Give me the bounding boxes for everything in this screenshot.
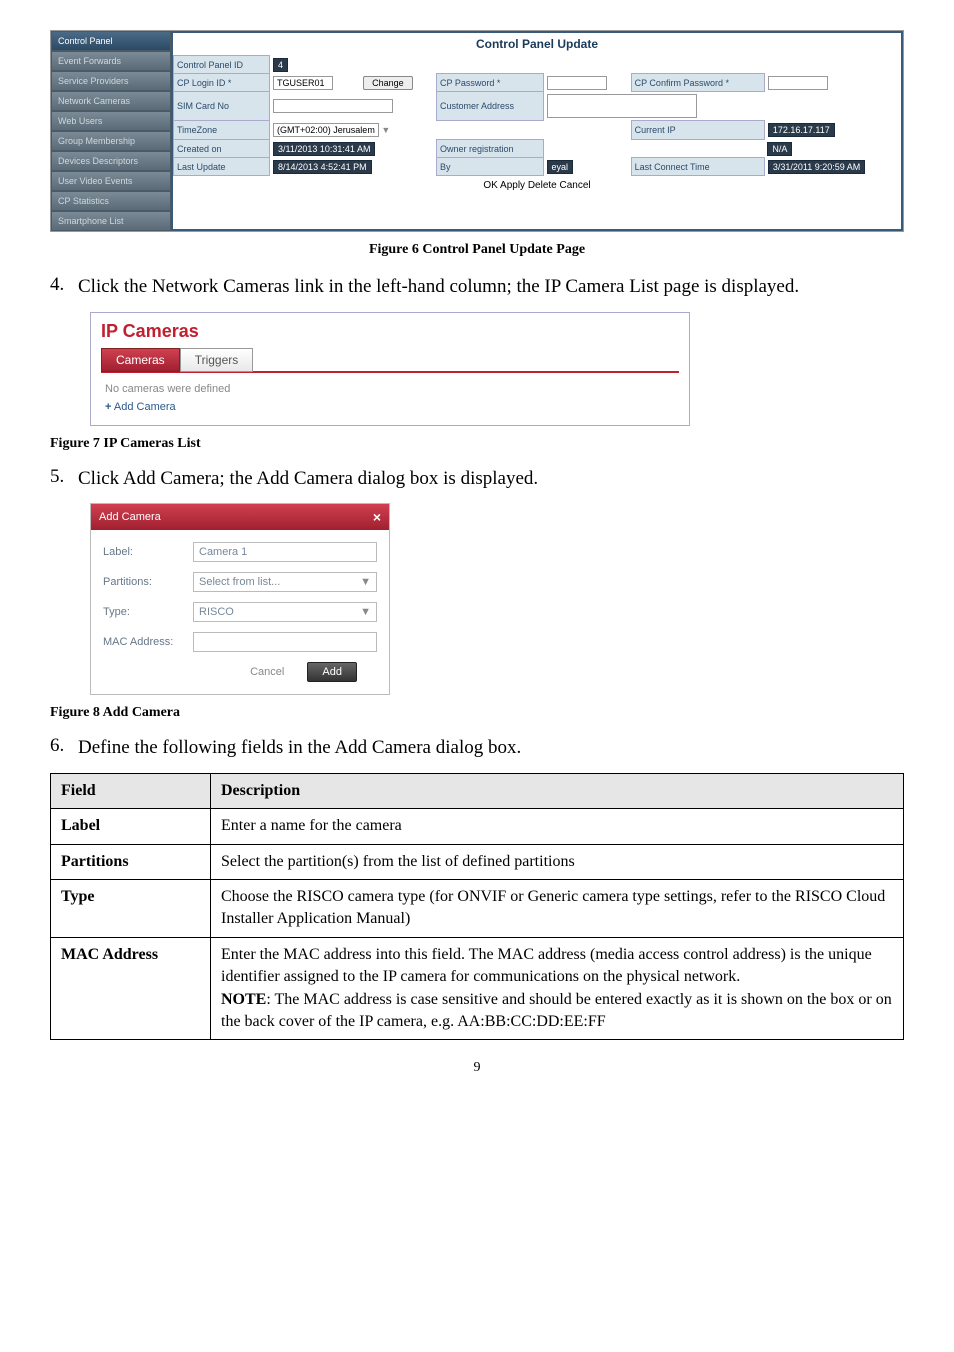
type-label: Type: bbox=[103, 606, 193, 618]
confirm-label: CP Confirm Password * bbox=[631, 74, 764, 92]
ip-cameras-screenshot: IP Cameras Cameras Triggers No cameras w… bbox=[90, 312, 690, 426]
addcam-cancel-button[interactable]: Cancel bbox=[250, 666, 284, 678]
delete-button[interactable]: Delete bbox=[528, 180, 557, 191]
updated-value: 8/14/2013 4:52:41 PM bbox=[273, 160, 372, 174]
step-number: 6. bbox=[50, 735, 78, 761]
addcam-title: Add Camera bbox=[99, 511, 161, 523]
address-label: Customer Address bbox=[436, 92, 543, 121]
dialog-buttons: OK Apply Delete Cancel bbox=[173, 176, 901, 195]
field-description-table: Field Description Label Enter a name for… bbox=[50, 773, 904, 1041]
partitions-label: Partitions: bbox=[103, 576, 193, 588]
cpid-label: Control Panel ID bbox=[174, 56, 270, 74]
sidebar-item: Service Providers bbox=[51, 71, 171, 91]
table-row-field: MAC Address bbox=[51, 937, 211, 1040]
step-5-text: Click Add Camera; the Add Camera dialog … bbox=[78, 466, 904, 492]
control-panel-form: Control Panel ID 4 CP Login ID * TGUSER0… bbox=[173, 55, 901, 176]
ipcam-title: IP Cameras bbox=[101, 321, 679, 342]
address-input[interactable] bbox=[547, 94, 697, 118]
chevron-down-icon: ▼ bbox=[360, 576, 371, 588]
created-value: 3/11/2013 10:31:41 AM bbox=[273, 142, 375, 156]
password-label: CP Password * bbox=[436, 74, 543, 92]
figure-8-caption: Figure 8 Add Camera bbox=[50, 705, 904, 721]
sidebar-item: CP Statistics bbox=[51, 191, 171, 211]
table-row-desc: Select the partition(s) from the list of… bbox=[211, 844, 904, 879]
figure-6-caption: Figure 6 Control Panel Update Page bbox=[50, 242, 904, 258]
sidebar-item: Devices Descriptors bbox=[51, 151, 171, 171]
sidebar-item: Web Users bbox=[51, 111, 171, 131]
plus-icon: + bbox=[105, 401, 111, 413]
control-panel-update-screenshot: Control Panel Event Forwards Service Pro… bbox=[50, 30, 904, 232]
table-row-desc: Enter a name for the camera bbox=[211, 809, 904, 844]
no-cameras-text: No cameras were defined bbox=[105, 383, 675, 395]
step-4-text: Click the Network Cameras link in the le… bbox=[78, 274, 904, 300]
sidebar-item: Event Forwards bbox=[51, 51, 171, 71]
login-input[interactable]: TGUSER01 bbox=[273, 76, 333, 90]
password-input[interactable] bbox=[547, 76, 607, 90]
type-select[interactable]: RISCO▼ bbox=[193, 602, 377, 622]
add-camera-dialog: Add Camera × Label: Camera 1 Partitions:… bbox=[90, 503, 390, 695]
tab-triggers[interactable]: Triggers bbox=[180, 348, 254, 372]
th-description: Description bbox=[211, 773, 904, 808]
panel-title: Control Panel Update bbox=[173, 33, 901, 55]
step-number: 4. bbox=[50, 274, 78, 300]
sim-label: SIM Card No bbox=[174, 92, 270, 121]
figure-7-caption: Figure 7 IP Cameras List bbox=[50, 436, 904, 452]
owner-value: N/A bbox=[767, 142, 792, 156]
cpid-value: 4 bbox=[273, 58, 288, 72]
sidebar: Control Panel Event Forwards Service Pro… bbox=[51, 31, 171, 231]
curip-label: Current IP bbox=[631, 121, 764, 140]
table-row-desc: Enter the MAC address into this field. T… bbox=[211, 937, 904, 1040]
page-number: 9 bbox=[50, 1060, 904, 1076]
step-6-text: Define the following fields in the Add C… bbox=[78, 735, 904, 761]
sidebar-item: Group Membership bbox=[51, 131, 171, 151]
mac-label: MAC Address: bbox=[103, 636, 193, 648]
curip-value: 172.16.17.117 bbox=[768, 123, 835, 137]
tz-select[interactable]: (GMT+02:00) Jerusalem bbox=[273, 123, 379, 137]
tab-cameras[interactable]: Cameras bbox=[101, 348, 180, 372]
apply-button[interactable]: Apply bbox=[500, 180, 525, 191]
sidebar-item: Smartphone List bbox=[51, 211, 171, 231]
created-label: Created on bbox=[174, 140, 270, 158]
lct-label: Last Connect Time bbox=[631, 158, 764, 176]
step-number: 5. bbox=[50, 466, 78, 492]
th-field: Field bbox=[51, 773, 211, 808]
chevron-down-icon: ▼ bbox=[360, 606, 371, 618]
mac-input[interactable] bbox=[193, 632, 377, 652]
by-label: By bbox=[436, 158, 543, 176]
updated-label: Last Update bbox=[174, 158, 270, 176]
table-row-field: Partitions bbox=[51, 844, 211, 879]
lct-value: 3/31/2011 9:20:59 AM bbox=[768, 160, 865, 174]
change-button[interactable]: Change bbox=[363, 76, 413, 90]
owner-label: Owner registration bbox=[436, 140, 543, 158]
chevron-down-icon: ▼ bbox=[381, 125, 390, 135]
sim-input[interactable] bbox=[273, 99, 393, 113]
label-label: Label: bbox=[103, 546, 193, 558]
partitions-select[interactable]: Select from list...▼ bbox=[193, 572, 377, 592]
addcam-add-button[interactable]: Add bbox=[307, 662, 357, 682]
tz-label: TimeZone bbox=[174, 121, 270, 140]
ok-button[interactable]: OK bbox=[483, 180, 497, 191]
sidebar-item: User Video Events bbox=[51, 171, 171, 191]
confirm-input[interactable] bbox=[768, 76, 828, 90]
label-input[interactable]: Camera 1 bbox=[193, 542, 377, 562]
sidebar-item: Control Panel bbox=[51, 31, 171, 51]
login-label: CP Login ID * bbox=[174, 74, 270, 92]
add-camera-link[interactable]: + Add Camera bbox=[105, 401, 675, 413]
table-row-desc: Choose the RISCO camera type (for ONVIF … bbox=[211, 880, 904, 938]
cancel-button[interactable]: Cancel bbox=[560, 180, 591, 191]
sidebar-item: Network Cameras bbox=[51, 91, 171, 111]
by-value: eyal bbox=[547, 160, 574, 174]
table-row-field: Label bbox=[51, 809, 211, 844]
close-icon[interactable]: × bbox=[373, 509, 381, 525]
table-row-field: Type bbox=[51, 880, 211, 938]
